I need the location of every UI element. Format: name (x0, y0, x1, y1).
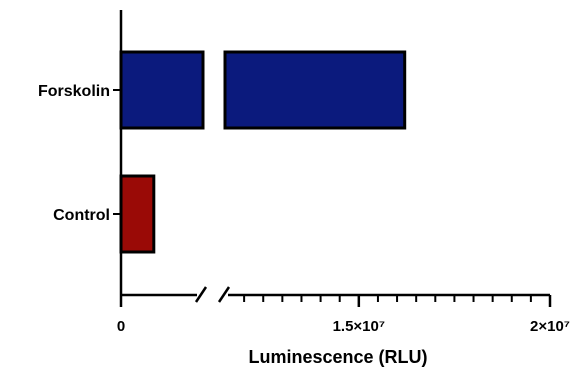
bar-control (119, 174, 156, 254)
x-tick-label-2×10⁷: 2×10⁷ (530, 318, 570, 335)
y-label-forskolin: Forskolin (38, 83, 110, 100)
bars-group (119, 50, 407, 254)
x-axis-title: Luminescence (RLU) (248, 347, 427, 367)
bar-forskolin-right (223, 50, 407, 130)
labels-group: Forskolin Control 0 1.5×10⁷ 2×10⁷ (38, 83, 570, 335)
x-tick-label-0: 0 (117, 318, 125, 335)
x-tick-label-1.5×10⁷: 1.5×10⁷ (333, 318, 386, 335)
ticks-group (113, 89, 552, 307)
axis-break-mark-left (194, 286, 208, 303)
y-label-control: Control (53, 207, 110, 224)
axis-break-mark-right (217, 286, 231, 303)
bar-forskolin-left (119, 50, 205, 130)
